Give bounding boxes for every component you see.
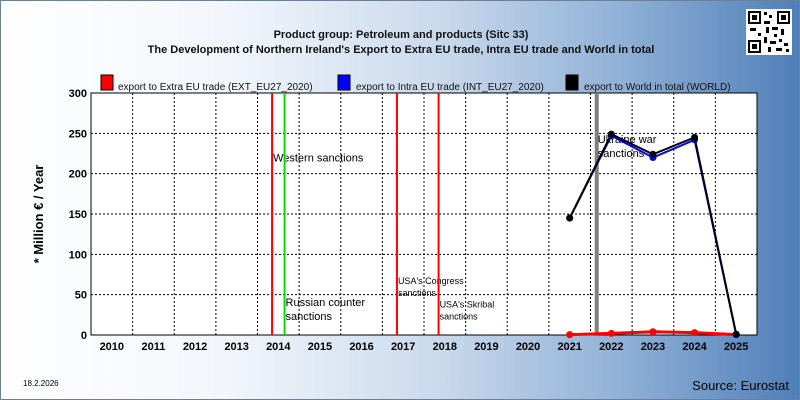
- data-series: [566, 130, 740, 339]
- date-stamp: 18.2.2026: [23, 379, 59, 388]
- event-markers: Western sanctions Russian counter sanction…: [271, 93, 657, 335]
- event-label: Russian counter: [286, 297, 366, 309]
- x-tick-label: 2023: [641, 341, 665, 353]
- y-tick-label: 50: [75, 290, 87, 302]
- data-point: [607, 130, 615, 138]
- y-tick-label: 250: [69, 128, 87, 140]
- legend-label-world: export to World in total (WORLD): [584, 82, 731, 93]
- x-tick-label: 2015: [308, 341, 332, 353]
- x-tick-label: 2014: [266, 341, 291, 353]
- event-label: sanctions: [440, 312, 479, 322]
- x-tick-label: 2011: [142, 341, 166, 353]
- x-tick-label: 2025: [724, 341, 748, 353]
- data-point: [607, 329, 615, 337]
- x-tick-label: 2012: [183, 341, 207, 353]
- source-label: Source: Eurostat: [692, 378, 789, 393]
- x-tick-label: 2016: [349, 341, 373, 353]
- y-tick-label: 300: [69, 88, 87, 100]
- data-point: [566, 331, 574, 339]
- y-tick-label: 200: [69, 169, 87, 181]
- chart-title-line2: The Development of Northern Ireland's Ex…: [148, 44, 655, 56]
- qr-code-icon: [746, 9, 792, 55]
- event-label: sanctions: [286, 311, 333, 323]
- y-axis-ticks: 0 50 100 150 200 250 300: [69, 88, 87, 342]
- data-point: [566, 214, 574, 222]
- data-point: [649, 328, 657, 336]
- data-point: [691, 329, 699, 337]
- legend-label-extra: export to Extra EU trade (EXT_EU27_2020): [118, 82, 313, 93]
- event-label: USA's Congress: [398, 276, 464, 286]
- x-tick-label: 2022: [599, 341, 623, 353]
- x-axis-ticks: 2010 2011 2012 2013 2014 2015 2016 2017 2018 2019…: [100, 341, 749, 353]
- data-point: [691, 133, 699, 141]
- legend-label-intra: export to Intra EU trade (INT_EU27_2020): [356, 82, 544, 93]
- event-label: USA's Skribal: [440, 300, 495, 310]
- chart-title-line1: Product group: Petroleum and products (S…: [274, 29, 529, 41]
- x-tick-label: 2010: [100, 341, 124, 353]
- data-point: [732, 330, 740, 338]
- event-label: Western sanctions: [273, 153, 364, 165]
- x-tick-label: 2021: [557, 341, 581, 353]
- legend-swatch-world: [565, 74, 579, 91]
- x-tick-label: 2017: [391, 341, 415, 353]
- y-axis-label: * Million € / Year: [31, 165, 46, 264]
- x-tick-label: 2018: [433, 341, 457, 353]
- event-label: sanctions: [598, 148, 645, 160]
- y-tick-label: 100: [69, 249, 87, 261]
- legend-swatch-intra: [337, 74, 351, 91]
- data-point: [649, 150, 657, 158]
- legend: export to Extra EU trade (EXT_EU27_2020)…: [100, 74, 731, 93]
- y-tick-label: 0: [81, 330, 87, 342]
- event-label: sanctions: [398, 288, 437, 298]
- x-tick-label: 2019: [474, 341, 498, 353]
- x-tick-label: 2013: [224, 341, 248, 353]
- y-tick-label: 150: [69, 209, 87, 221]
- legend-swatch-extra: [100, 74, 114, 91]
- x-tick-label: 2020: [516, 341, 540, 353]
- x-tick-label: 2024: [682, 341, 707, 353]
- grid: [91, 93, 757, 335]
